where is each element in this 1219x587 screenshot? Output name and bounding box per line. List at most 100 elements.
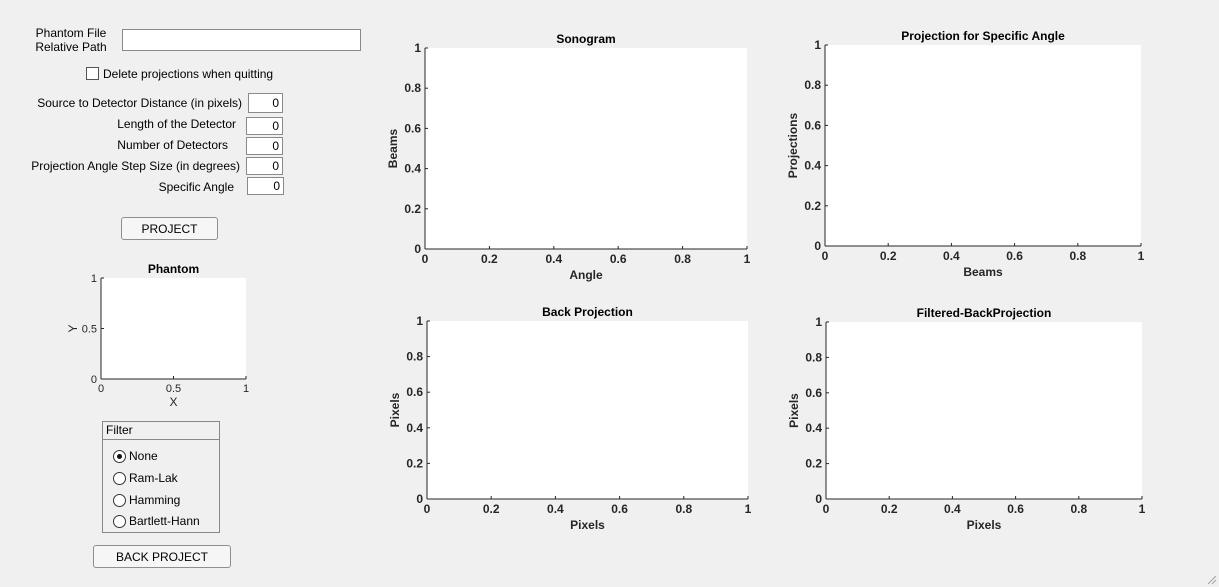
- backprojection-x-tick-label: 0: [424, 502, 431, 516]
- sonogram-x-tick-label: 0.4: [545, 252, 562, 266]
- backprojection-x-label: Pixels: [570, 518, 605, 532]
- project-button[interactable]: PROJECT: [121, 217, 218, 240]
- sonogram-y-tick-label: 0.4: [404, 162, 421, 176]
- projection-plot-area: [825, 45, 1141, 246]
- sonogram-y-tick-label: 1: [414, 41, 421, 55]
- sonogram-y-label: Beams: [386, 128, 400, 168]
- filter-option-bartlett-hann-label: Bartlett-Hann: [129, 514, 200, 528]
- projection-y-tick-label: 0.4: [804, 159, 821, 173]
- filter-option-hamming[interactable]: Hamming: [113, 492, 180, 508]
- filtered-plot-area: [826, 322, 1142, 499]
- sonogram-title: Sonogram: [556, 32, 615, 46]
- filter-panel-title: Filter: [103, 422, 219, 440]
- phantom-path-label-line1: Phantom File: [35, 26, 107, 40]
- filter-option-none-label: None: [129, 449, 158, 463]
- filtered-title: Filtered-BackProjection: [917, 306, 1052, 320]
- phantom-y-label: Y: [66, 324, 80, 332]
- backprojection-title: Back Projection: [542, 305, 633, 319]
- projection-y-tick-label: 0.2: [804, 199, 821, 213]
- backprojection-plot-area: [427, 321, 748, 499]
- backprojection-y-tick-label: 0: [416, 492, 423, 506]
- detector-length-input[interactable]: [246, 117, 283, 135]
- filtered-y-tick-label: 0.4: [805, 421, 822, 435]
- projection-y-tick-label: 0.8: [804, 78, 821, 92]
- backprojection-y-tick-label: 0.6: [406, 385, 423, 399]
- sonogram-y-tick-label: 0.6: [404, 121, 421, 135]
- back-project-button[interactable]: BACK PROJECT: [93, 545, 231, 568]
- phantom-plot-area: [101, 278, 246, 379]
- num-detectors-input[interactable]: [246, 137, 283, 155]
- filtered-y-tick-label: 0: [815, 492, 822, 506]
- backprojection-x-tick-label: 0.8: [675, 502, 692, 516]
- filtered-y-label: Pixels: [787, 393, 801, 428]
- sonogram-y-tick-label: 0.2: [404, 202, 421, 216]
- resize-grip-icon[interactable]: [1205, 573, 1217, 585]
- delete-projections-checkbox[interactable]: [86, 67, 99, 80]
- sonogram-x-tick-label: 0.8: [674, 252, 691, 266]
- filter-option-ram-lak[interactable]: Ram-Lak: [113, 470, 178, 486]
- detector-length-label: Length of the Detector: [117, 117, 236, 131]
- filtered-x-label: Pixels: [967, 518, 1002, 532]
- sonogram-x-tick-label: 0: [422, 252, 429, 266]
- filter-option-bartlett-hann[interactable]: Bartlett-Hann: [113, 513, 200, 529]
- projection-x-tick-label: 1: [1138, 249, 1145, 263]
- sonogram-x-tick-label: 0.2: [481, 252, 498, 266]
- filtered-x-tick-label: 0.6: [1007, 502, 1024, 516]
- projection-x-tick-label: 0.8: [1069, 249, 1086, 263]
- filtered-x-tick-label: 0: [823, 502, 830, 516]
- phantom-x-tick-label: 0: [98, 383, 104, 395]
- sonogram-x-tick-label: 1: [744, 252, 751, 266]
- angle-step-input[interactable]: [246, 157, 283, 175]
- phantom-path-label: Phantom File Relative Path: [28, 26, 114, 54]
- projection-x-tick-label: 0.2: [880, 249, 897, 263]
- phantom-x-tick-label: 1: [243, 383, 249, 395]
- filtered-x-tick-label: 0.8: [1070, 502, 1087, 516]
- projection-y-tick-label: 1: [814, 38, 821, 52]
- filter-panel: Filter None Ram-Lak Hamming Bartlett-Han…: [102, 421, 220, 533]
- phantom-x-tick-label: 0.5: [166, 383, 181, 395]
- backprojection-y-tick-label: 0.4: [406, 421, 423, 435]
- phantom-y-tick-label: 1: [91, 273, 97, 285]
- specific-angle-label: Specific Angle: [158, 180, 234, 194]
- angle-step-label: Projection Angle Step Size (in degrees): [31, 159, 240, 173]
- radio-hamming[interactable]: [113, 493, 126, 507]
- phantom-path-label-line2: Relative Path: [35, 40, 107, 54]
- source-distance-label: Source to Detector Distance (in pixels): [37, 96, 242, 110]
- filtered-x-tick-label: 1: [1139, 502, 1146, 516]
- backprojection-y-tick-label: 0.2: [406, 456, 423, 470]
- delete-projections-label: Delete projections when quitting: [103, 67, 274, 81]
- radio-ram-lak[interactable]: [113, 471, 126, 485]
- projection-y-tick-label: 0.6: [804, 118, 821, 132]
- filter-option-ram-lak-label: Ram-Lak: [129, 471, 178, 485]
- sonogram-plot-area: [425, 48, 747, 249]
- phantom-path-input[interactable]: [122, 29, 361, 51]
- filtered-y-tick-label: 0.6: [805, 386, 822, 400]
- backprojection-x-tick-label: 0.4: [547, 502, 564, 516]
- sonogram-x-label: Angle: [569, 268, 603, 282]
- filtered-x-tick-label: 0.4: [944, 502, 961, 516]
- num-detectors-label: Number of Detectors: [117, 138, 228, 152]
- phantom-title: Phantom: [148, 262, 199, 276]
- filter-option-none[interactable]: None: [113, 448, 158, 464]
- projection-x-tick-label: 0.4: [943, 249, 960, 263]
- backprojection-x-tick-label: 0.6: [611, 502, 628, 516]
- filtered-y-tick-label: 1: [815, 315, 822, 329]
- filter-option-hamming-label: Hamming: [129, 493, 181, 507]
- backprojection-x-tick-label: 0.2: [483, 502, 500, 516]
- specific-angle-input[interactable]: [247, 177, 284, 195]
- sonogram-y-tick-label: 0.8: [404, 81, 421, 95]
- projection-y-tick-label: 0: [814, 239, 821, 253]
- sonogram-y-tick-label: 0: [414, 242, 421, 256]
- radio-bartlett-hann[interactable]: [113, 514, 126, 528]
- phantom-y-tick-label: 0: [91, 374, 97, 386]
- backprojection-x-tick-label: 1: [745, 502, 752, 516]
- backprojection-y-tick-label: 0.8: [406, 350, 423, 364]
- filtered-y-tick-label: 0.8: [805, 350, 822, 364]
- projection-y-label: Projections: [786, 113, 800, 179]
- sonogram-x-tick-label: 0.6: [610, 252, 627, 266]
- backprojection-y-tick-label: 1: [416, 314, 423, 328]
- backprojection-y-label: Pixels: [388, 392, 402, 427]
- source-distance-input[interactable]: [248, 93, 283, 113]
- phantom-y-tick-label: 0.5: [82, 324, 97, 336]
- radio-none[interactable]: [113, 449, 126, 463]
